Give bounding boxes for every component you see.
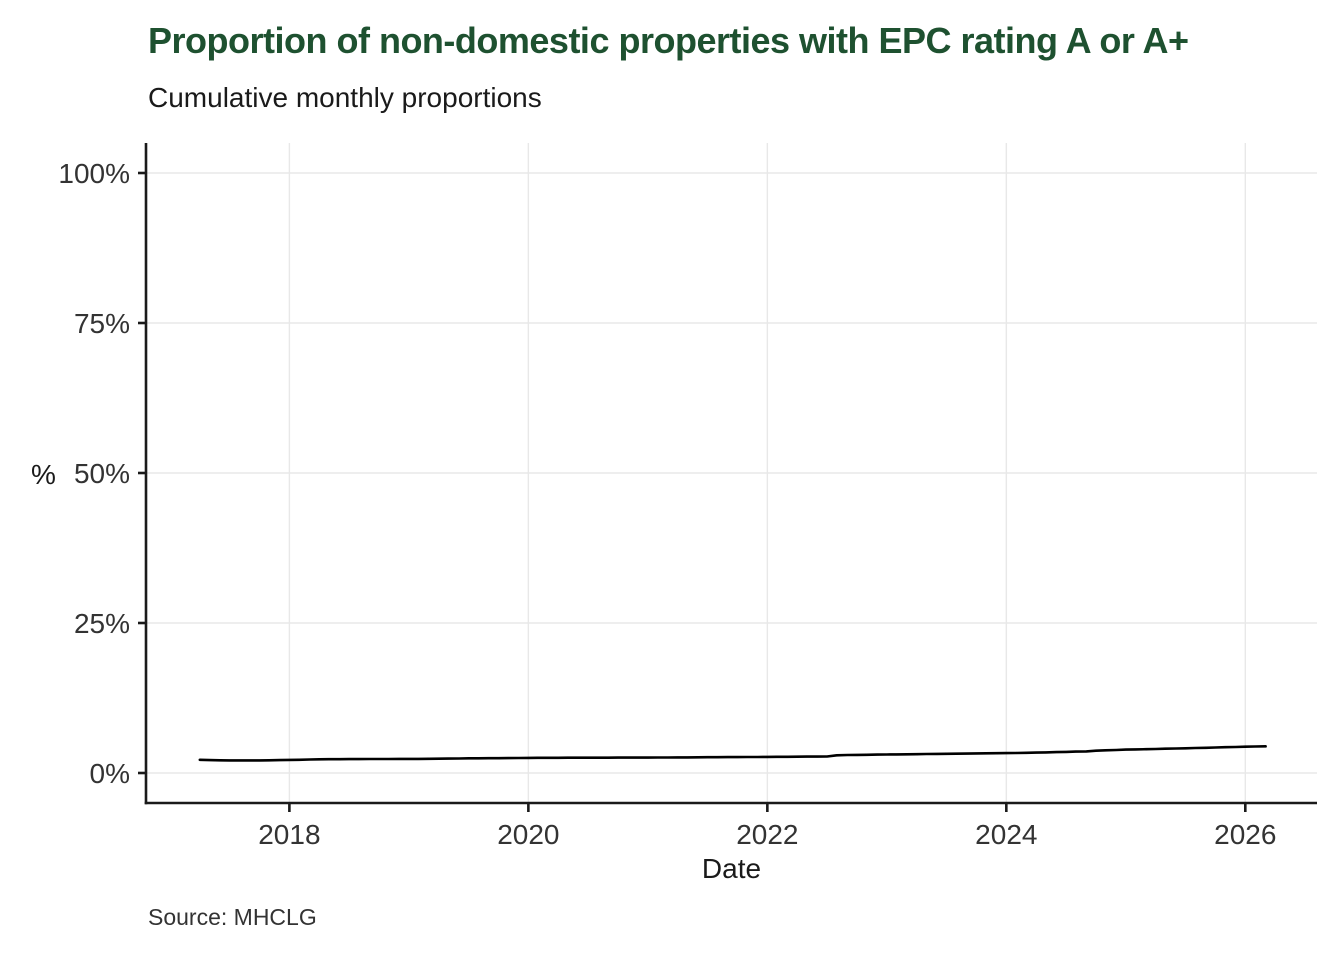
x-tick-label: 2022 bbox=[736, 819, 798, 850]
chart-subtitle: Cumulative monthly proportions bbox=[148, 82, 542, 113]
y-tick-label: 100% bbox=[58, 158, 130, 189]
y-tick-label: 50% bbox=[74, 458, 130, 489]
source-note: Source: MHCLG bbox=[148, 904, 317, 930]
y-axis-title: % bbox=[31, 459, 56, 490]
x-tick-label: 2018 bbox=[258, 819, 320, 850]
x-axis-title: Date bbox=[701, 853, 762, 884]
x-tick-label: 2020 bbox=[497, 819, 559, 850]
data-line bbox=[198, 745, 1267, 762]
y-tick-label: 0% bbox=[90, 758, 130, 789]
y-tick-label: 75% bbox=[74, 308, 130, 339]
y-tick-label: 25% bbox=[74, 608, 130, 639]
chart-title: Proportion of non-domestic properties wi… bbox=[148, 20, 1189, 61]
x-tick-label: 2026 bbox=[1214, 819, 1276, 850]
x-tick-label: 2024 bbox=[975, 819, 1037, 850]
